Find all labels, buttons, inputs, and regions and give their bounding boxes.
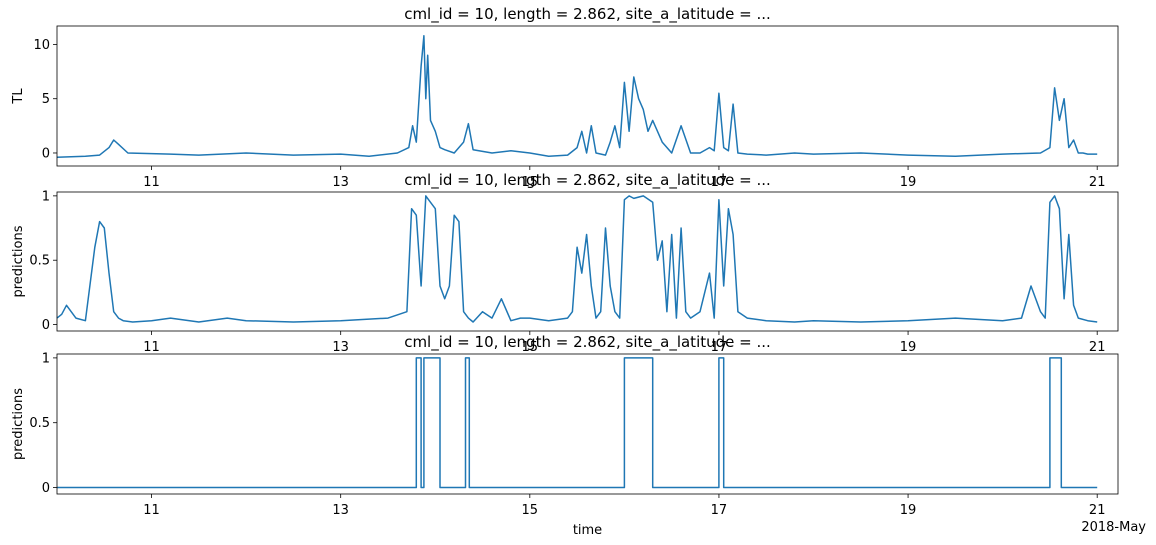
axes-frame — [56, 25, 1119, 167]
y-tick-label: 0.5 — [29, 416, 50, 431]
x-tick-label: 13 — [332, 175, 349, 190]
axes-frame — [56, 353, 1119, 495]
x-tick-label: 19 — [900, 175, 917, 190]
x-tick-label: 13 — [332, 503, 349, 518]
chart-title: cml_id = 10, length = 2.862, site_a_lati… — [404, 5, 771, 24]
x-offset-label: 2018-May — [1081, 520, 1146, 535]
y-tick-label: 1 — [42, 351, 50, 366]
x-tick-label: 13 — [332, 340, 349, 355]
x-tick-label: 19 — [900, 503, 917, 518]
x-tick-label: 17 — [711, 340, 728, 355]
x-tick-label: 15 — [522, 175, 539, 190]
x-tick-label: 21 — [1089, 175, 1106, 190]
x-tick-label: 21 — [1089, 503, 1106, 518]
chart-title: cml_id = 10, length = 2.862, site_a_lati… — [404, 333, 771, 352]
series-line-1 — [57, 357, 1098, 489]
x-tick-label: 21 — [1089, 340, 1106, 355]
x-tick-label: 17 — [711, 503, 728, 518]
x-tick-label: 11 — [143, 503, 160, 518]
x-tick-label: 15 — [522, 340, 539, 355]
y-tick-label: 0 — [42, 481, 50, 496]
x-axis-label: time — [573, 523, 602, 538]
y-tick-label: 0 — [42, 146, 50, 161]
y-axis-label: TL — [11, 88, 26, 105]
x-tick-label: 19 — [900, 340, 917, 355]
chart-panel-3: 11 13 15 17 19 21 0 0.5 1 cml_id = 10, length = 2… — [11, 333, 1146, 538]
y-tick-label: 0 — [42, 318, 50, 333]
y-tick-label: 1 — [42, 189, 50, 204]
series-line-1 — [56, 35, 1098, 159]
y-axis-label: predictions — [11, 225, 26, 297]
axes-frame — [56, 191, 1119, 332]
x-tick-label: 15 — [522, 503, 539, 518]
chart-panel-1: 11 13 15 17 19 21 0 5 10 cml_id = 10, length = 2.… — [11, 5, 1119, 190]
chart-title: cml_id = 10, length = 2.862, site_a_lati… — [404, 171, 771, 190]
y-tick-label: 0.5 — [29, 254, 50, 269]
x-tick-label: 11 — [143, 340, 160, 355]
y-axis-label: predictions — [11, 388, 26, 460]
y-tick-label: 5 — [42, 92, 50, 107]
x-tick-label: 11 — [143, 175, 160, 190]
y-tick-label: 10 — [33, 38, 50, 53]
series-line-1 — [56, 195, 1098, 323]
chart-panel-2: 11 13 15 17 19 21 0 0.5 1 cml_id = 10, length = 2… — [11, 171, 1119, 355]
x-tick-label: 17 — [711, 175, 728, 190]
